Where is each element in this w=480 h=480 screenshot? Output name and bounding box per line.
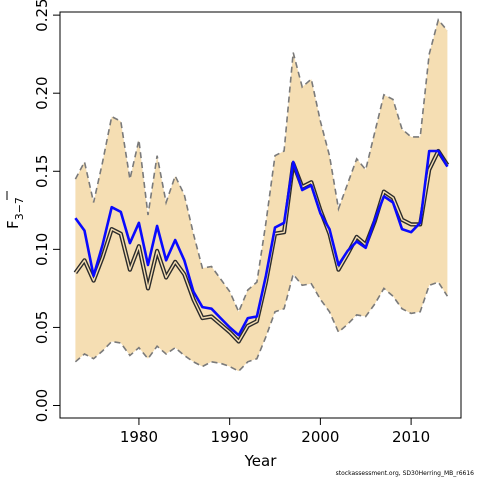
y-tick-label: 0.15 [33, 155, 51, 188]
band-lower-edge [74, 272, 449, 373]
estimate-line [74, 149, 449, 337]
y-tick-label: 0.00 [33, 389, 51, 422]
band-area [75, 19, 448, 372]
x-tick-label: 2000 [301, 428, 339, 446]
x-axis-title: Year [244, 452, 278, 470]
x-axis: 1980 1990 2000 2010 [120, 418, 430, 446]
y-axis-title-subscript: 3−7 [13, 197, 26, 220]
x-tick-label: 2010 [392, 428, 430, 446]
band-upper-edge [74, 18, 449, 314]
y-axis-title: F3−7 [4, 191, 26, 229]
y-axis: 0.00 0.05 0.10 0.15 0.20 0.25 [33, 0, 60, 422]
svg-text:F3−7: F3−7 [4, 197, 26, 229]
confidence-band [74, 18, 449, 373]
y-axis-title-main: F [4, 220, 22, 229]
y-tick-label: 0.25 [33, 0, 51, 32]
x-tick-label: 1990 [211, 428, 249, 446]
y-tick-label: 0.10 [33, 233, 51, 266]
series-lines [73, 148, 450, 344]
plot-frame [59, 11, 462, 419]
y-tick-label: 0.05 [33, 311, 51, 344]
x-tick-label: 1980 [120, 428, 158, 446]
y-tick-label: 0.20 [33, 76, 51, 109]
footer-credit: stockassessment.org, SD30Herring_MB_r661… [335, 470, 474, 477]
